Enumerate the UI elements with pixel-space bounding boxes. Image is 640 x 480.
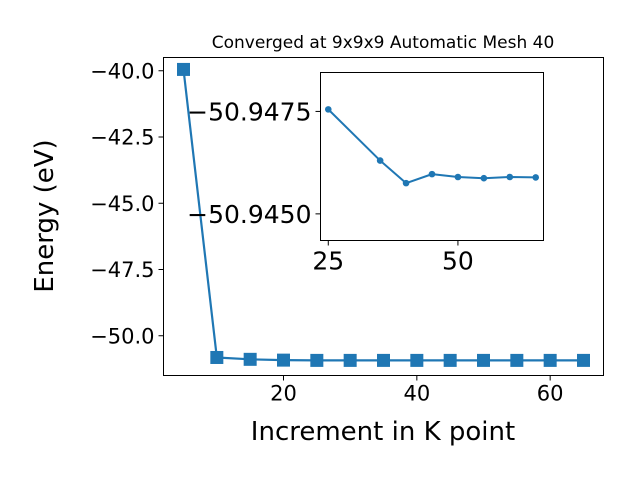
inset-x-axis-ticks: 25 50 [312,240,474,275]
inset-plot-frame [320,72,544,241]
main-data-point [377,353,390,367]
inset-data-point [532,174,540,181]
main-x-tick-label: 60 [537,381,564,405]
main-y-axis-ticks: −50.0 −47.5 −45.0 −42.5 −40.0 [90,59,164,348]
inset-y-tick-label: −50.9475 [187,97,311,126]
inset-data-point [428,170,436,178]
inset-data-point [324,106,332,113]
inset-data-point [402,179,410,187]
main-x-tick-label: 40 [403,381,430,405]
inset-axes: 25 50 −50.9475 −50.9450 [187,72,544,275]
main-y-tick-label: −40.0 [90,59,154,83]
inset-x-tick-label: 50 [442,246,474,275]
main-data-point [310,353,324,367]
inset-background [320,72,544,241]
main-y-tick-label: −47.5 [90,258,154,282]
main-x-tick-label: 20 [270,381,297,405]
main-data-point [543,353,557,367]
main-data-point [577,353,590,367]
main-axes: 20 40 60 −50.0 −47.5 −45.0 −42.5 −40.0 [90,57,604,405]
main-series [177,62,590,367]
main-y-tick-label: −42.5 [90,126,154,150]
main-y-tick-label: −50.0 [90,324,154,348]
main-data-point [410,353,424,367]
inset-series [324,106,540,187]
inset-data-point [480,174,488,182]
main-x-axis-ticks: 20 40 60 [270,375,564,405]
y-axis-label: Energy (eV) [30,139,60,292]
main-data-point [343,353,357,367]
main-plot-frame [163,57,604,376]
main-y-tick-label: −45.0 [90,192,154,216]
inset-data-point [506,173,514,181]
inset-x-tick-label: 25 [312,246,344,275]
inset-data-point [454,173,462,181]
inset-y-axis-ticks: −50.9475 −50.9450 [187,97,321,229]
inset-series-line [327,108,536,185]
inset-y-tick-label: −50.9450 [187,200,311,229]
main-data-point [443,353,457,367]
main-data-point [210,350,224,364]
main-data-point [477,353,490,367]
inset-data-point [376,157,384,164]
main-data-point [243,352,257,366]
main-data-point [277,353,290,367]
x-axis-label: Increment in K point [251,417,515,447]
chart-title: Converged at 9x9x9 Automatic Mesh 40 [212,33,555,53]
main-data-point [177,62,190,76]
main-data-point [510,353,524,367]
